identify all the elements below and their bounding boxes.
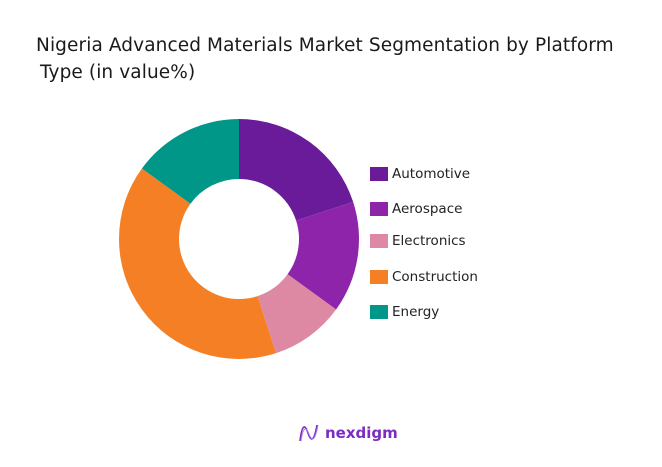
legend-label: Construction <box>392 269 478 285</box>
brand-name: nexdigm <box>325 424 398 442</box>
brand-logo: nexdigm <box>298 422 398 444</box>
legend-swatch <box>370 270 388 284</box>
legend-label: Automotive <box>392 166 471 182</box>
legend-swatch <box>370 305 388 319</box>
donut-slice-electronics <box>257 274 337 354</box>
legend-item-energy: Energy <box>370 304 439 320</box>
legend-label: Electronics <box>392 233 466 249</box>
donut-slice-aerospace <box>287 201 359 310</box>
legend-item-construction: Construction <box>370 269 478 285</box>
donut-slice-construction <box>119 168 277 359</box>
legend-label: Energy <box>392 304 440 320</box>
legend-item-aerospace: Aerospace <box>370 201 462 217</box>
donut-slices <box>119 119 359 359</box>
legend-swatch <box>370 202 388 216</box>
legend-swatch <box>370 234 388 248</box>
legend-swatch <box>370 167 388 181</box>
chart-title: Nigeria Advanced Materials Market Segmen… <box>36 32 614 86</box>
chart-title-line2: Type (in value%) <box>40 62 196 83</box>
legend-item-automotive: Automotive <box>370 166 470 182</box>
legend-item-electronics: Electronics <box>370 233 466 249</box>
donut-slice-automotive <box>239 119 354 221</box>
chart-title-line1: Nigeria Advanced Materials Market Segmen… <box>36 35 614 56</box>
legend-label: Aerospace <box>392 201 463 217</box>
nexdigm-wave-logo-icon <box>299 424 319 442</box>
donut-slice-energy <box>141 119 239 204</box>
